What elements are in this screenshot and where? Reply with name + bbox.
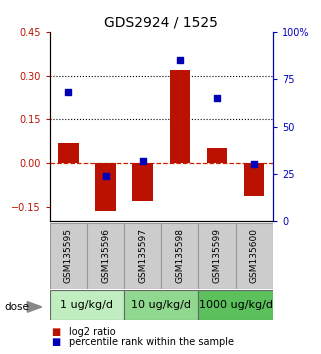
Bar xyxy=(50,290,124,320)
Point xyxy=(140,158,145,164)
Bar xyxy=(198,223,236,289)
Text: GSM135597: GSM135597 xyxy=(138,228,147,283)
Point xyxy=(66,90,71,95)
Point xyxy=(177,57,182,63)
Text: GSM135598: GSM135598 xyxy=(175,228,184,283)
Bar xyxy=(124,290,198,320)
Bar xyxy=(198,290,273,320)
Bar xyxy=(161,223,198,289)
Text: ■: ■ xyxy=(51,327,61,337)
Text: dose: dose xyxy=(5,302,30,312)
Bar xyxy=(50,223,87,289)
Bar xyxy=(87,223,124,289)
Text: log2 ratio: log2 ratio xyxy=(69,327,116,337)
Bar xyxy=(244,163,265,196)
Text: ■: ■ xyxy=(51,337,61,347)
Text: GSM135600: GSM135600 xyxy=(250,228,259,283)
Polygon shape xyxy=(27,302,42,312)
Text: GDS2924 / 1525: GDS2924 / 1525 xyxy=(104,16,217,30)
Bar xyxy=(170,70,190,163)
Text: 1 ug/kg/d: 1 ug/kg/d xyxy=(60,300,113,310)
Bar xyxy=(133,163,153,201)
Bar xyxy=(207,148,227,163)
Text: GSM135595: GSM135595 xyxy=(64,228,73,283)
Text: GSM135599: GSM135599 xyxy=(213,228,221,283)
Point xyxy=(214,95,220,101)
Text: 1000 ug/kg/d: 1000 ug/kg/d xyxy=(199,300,273,310)
Bar xyxy=(124,223,161,289)
Text: GSM135596: GSM135596 xyxy=(101,228,110,283)
Bar xyxy=(95,163,116,211)
Text: 10 ug/kg/d: 10 ug/kg/d xyxy=(131,300,191,310)
Point xyxy=(252,161,257,167)
Bar xyxy=(58,143,79,163)
Point xyxy=(103,173,108,179)
Text: percentile rank within the sample: percentile rank within the sample xyxy=(69,337,234,347)
Bar xyxy=(236,223,273,289)
